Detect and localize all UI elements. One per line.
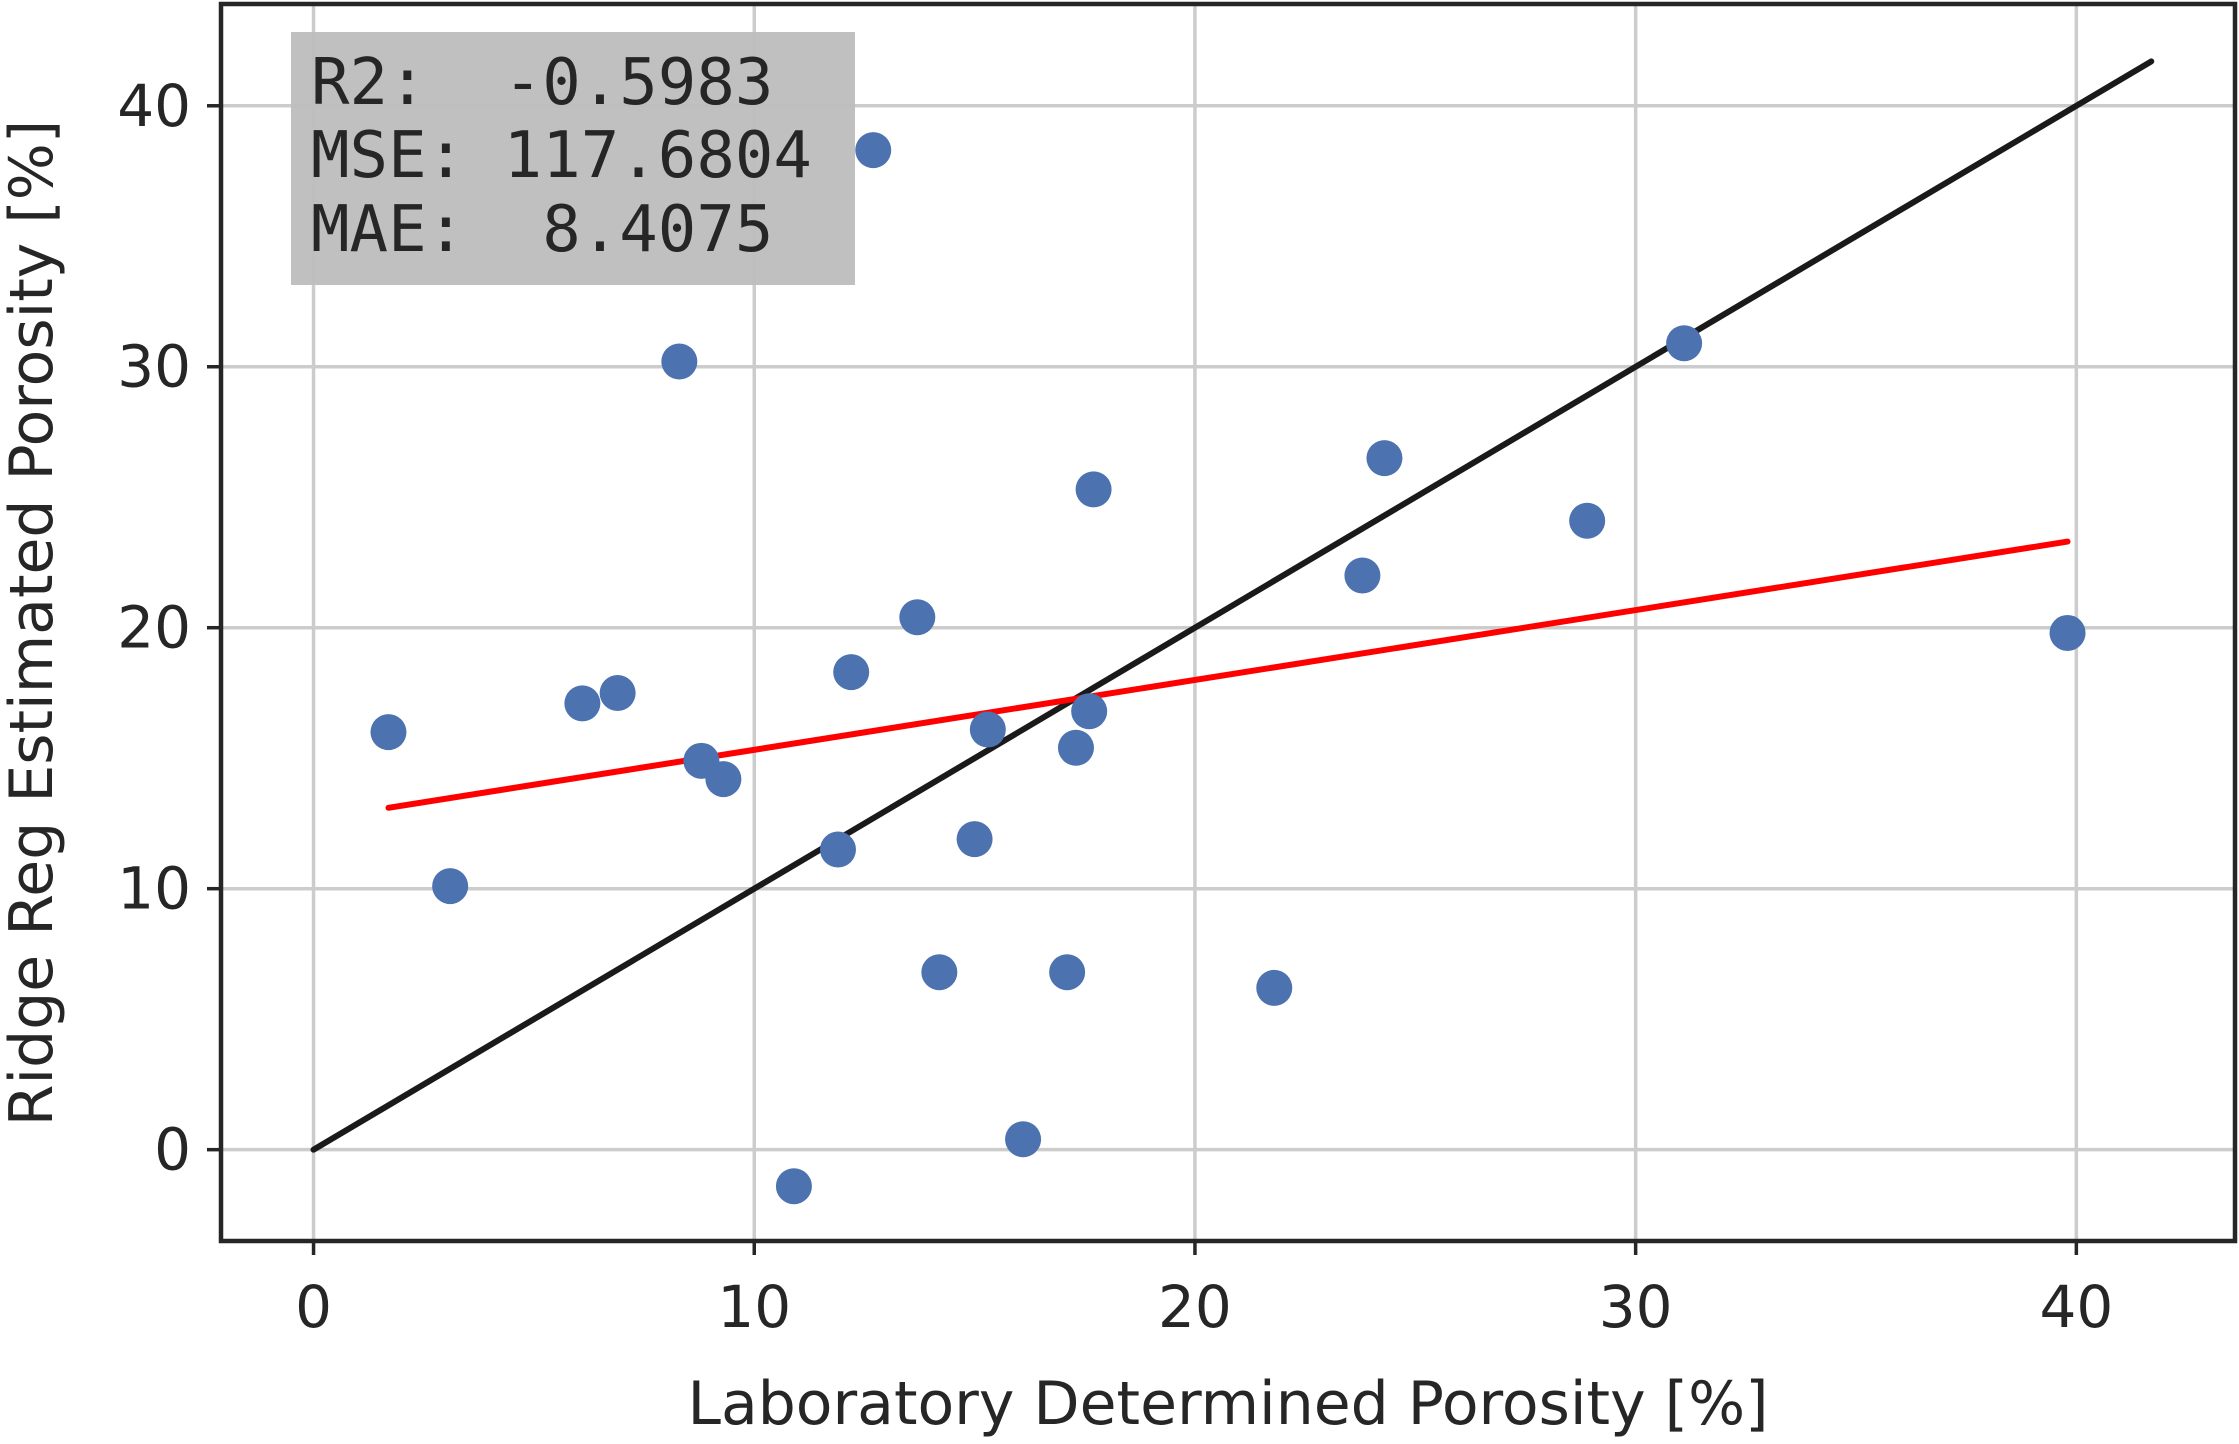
stats-mse: MSE: 117.6804 [311,119,812,193]
x-axis-label: Laboratory Determined Porosity [%] [688,1369,1769,1439]
y-tick-label: 10 [117,855,191,923]
data-point [1666,325,1703,362]
x-tick-label: 0 [295,1273,332,1341]
data-point [1344,557,1381,594]
data-point [2049,614,2086,651]
y-tick-label: 40 [117,72,191,140]
data-point [833,654,870,691]
data-point [370,714,407,751]
x-tick-label: 40 [2039,1273,2113,1341]
stats-box: R2: -0.5983 MSE: 117.6804 MAE: 8.4075 [291,32,855,285]
stats-r2: R2: -0.5983 [311,46,773,120]
x-tick-label: 30 [1599,1273,1673,1341]
data-point [1057,729,1094,766]
data-point [956,821,993,858]
data-point [775,1168,812,1205]
x-tick-label: 20 [1158,1273,1232,1341]
data-point [705,761,742,798]
data-point [855,132,892,169]
data-point [1071,693,1108,730]
data-point [819,831,856,868]
stats-box-background [291,32,855,285]
x-tick-label: 10 [717,1273,791,1341]
y-axis-label: Ridge Reg Estimated Porosity [%] [0,120,67,1126]
y-tick-label: 0 [154,1116,191,1184]
data-point [899,599,936,636]
data-point [921,954,958,991]
identity-line [310,58,2155,1153]
data-point [969,711,1006,748]
y-tick-label: 30 [117,333,191,401]
data-point [1005,1121,1042,1158]
axis-ticks: 0 10 20 30 40 0 10 20 30 40 [117,72,2113,1341]
data-point [1075,471,1112,508]
y-tick-label: 20 [117,594,191,662]
data-point [599,674,636,711]
data-point [564,685,601,722]
data-point [432,868,469,905]
plot-frame [218,1,2238,1244]
reference-lines [310,58,2155,1153]
stats-mae: MAE: 8.4075 [311,193,773,267]
data-point [1049,954,1086,991]
data-point [1569,502,1606,539]
data-point [1366,440,1403,477]
data-point [1256,969,1293,1006]
regression-fit-line [385,538,2071,811]
data-points [370,132,2086,1205]
data-point [661,343,698,380]
